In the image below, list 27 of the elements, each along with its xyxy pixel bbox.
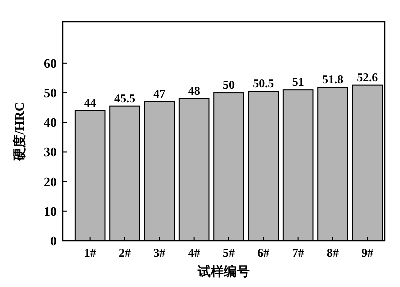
x-tick-label: 5# [223,246,235,260]
x-axis-title: 试样编号 [197,264,250,279]
data-label: 51 [292,75,304,90]
y-tick-label: 30 [44,144,57,160]
x-tick-label: 6# [258,246,270,260]
x-tick-label: 9# [362,246,374,260]
data-label: 47 [154,86,166,101]
data-label: 48 [188,84,200,98]
data-label: 45.5 [114,91,136,106]
data-label: 50.5 [253,76,274,91]
x-tick-label: 7# [292,246,304,260]
y-tick-label: 20 [44,174,57,190]
y-axis-title: 硬度/HRC [12,102,27,162]
data-label: 52.6 [357,70,378,84]
x-tick-label: 3# [154,246,166,260]
data-label: 44 [84,96,96,110]
y-tick-label: 0 [50,234,57,248]
x-tick-label: 4# [188,246,200,260]
x-tick-label: 8# [327,246,339,260]
y-tick-label: 10 [44,204,57,219]
y-tick-label: 60 [44,56,57,71]
y-tick-label: 50 [44,86,57,101]
x-tick-label: 1# [84,246,96,260]
x-tick-label: 2# [119,246,131,260]
y-tick-label: 40 [44,115,57,130]
data-label: 50 [223,78,235,92]
data-label: 51.8 [322,72,344,87]
